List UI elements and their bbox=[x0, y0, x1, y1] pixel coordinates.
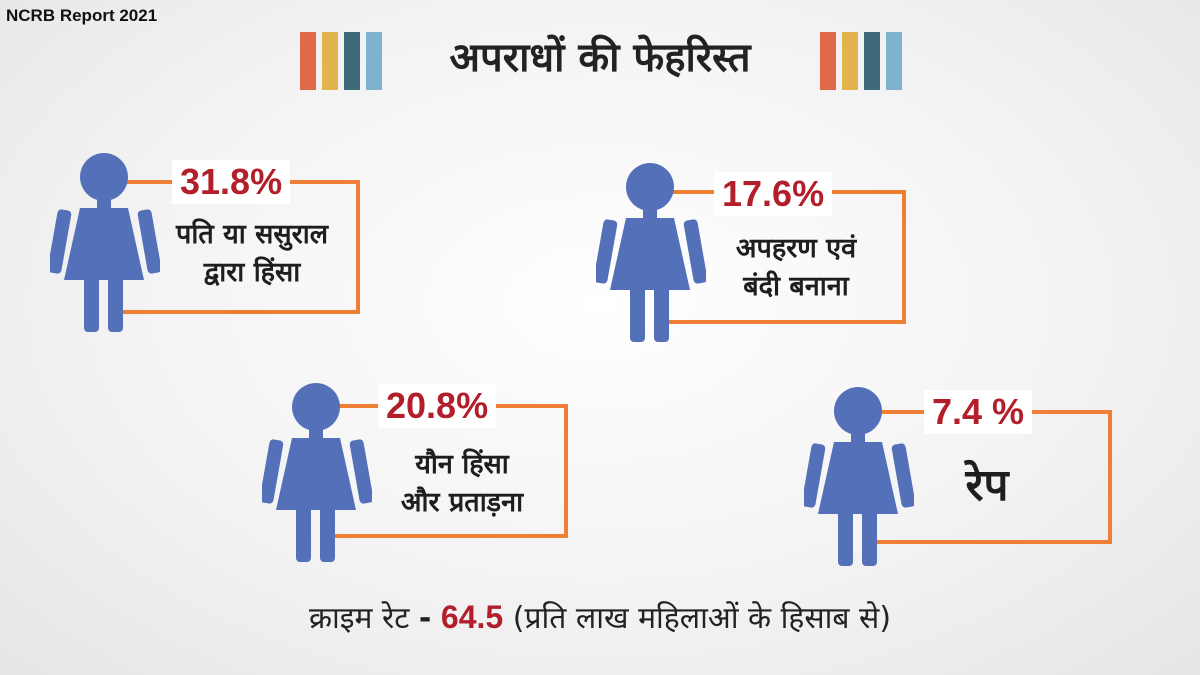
stat-card-kidnapping: 17.6% अपहरण एवं बंदी बनाना bbox=[596, 160, 916, 350]
stat-card-rape: 7.4 % रेप bbox=[804, 384, 1124, 574]
stat-label-line-1: रेप bbox=[965, 460, 1009, 511]
percent-value: 17.6% bbox=[714, 172, 833, 216]
bar-3 bbox=[344, 32, 360, 90]
percent-value: 20.8% bbox=[378, 384, 497, 428]
footer-dash: - bbox=[418, 601, 432, 636]
bar-1 bbox=[820, 32, 836, 90]
stat-label: अपहरण एवं बंदी बनाना bbox=[690, 230, 902, 306]
percent-value: 31.8% bbox=[172, 160, 291, 204]
woman-icon bbox=[596, 163, 706, 342]
bar-3 bbox=[864, 32, 880, 90]
source-label: NCRB Report 2021 bbox=[6, 6, 158, 25]
stat-card-sexual-harassment: 20.8% यौन हिंसा और प्रताड़ना bbox=[262, 380, 582, 570]
crime-rate-footer: क्राइम रेट - 64.5 (प्रति लाख महिलाओं के … bbox=[0, 596, 1200, 637]
woman-icon bbox=[50, 153, 160, 332]
percent-value: 7.4 % bbox=[924, 390, 1033, 434]
footer-suffix: (प्रति लाख महिलाओं के हिसाब से) bbox=[512, 601, 892, 636]
stat-label: पति या ससुराल द्वारा हिंसा bbox=[146, 216, 358, 292]
footer-prefix: क्राइम रेट bbox=[308, 601, 410, 636]
bar-4 bbox=[366, 32, 382, 90]
stat-label-line-2: बंदी बनाना bbox=[743, 271, 849, 302]
bar-2 bbox=[842, 32, 858, 90]
stat-label: रेप bbox=[902, 458, 1072, 514]
woman-icon bbox=[804, 387, 914, 566]
crime-rate-value: 64.5 bbox=[440, 599, 504, 635]
stat-label-line-2: द्वारा हिंसा bbox=[203, 257, 301, 288]
bar-2 bbox=[322, 32, 338, 90]
bar-1 bbox=[300, 32, 316, 90]
bar-4 bbox=[886, 32, 902, 90]
decorative-bars-right bbox=[820, 32, 902, 90]
stat-label-line-1: यौन हिंसा bbox=[415, 449, 509, 480]
decorative-bars-left bbox=[300, 32, 382, 90]
woman-icon bbox=[262, 383, 372, 562]
stat-card-domestic-violence: 31.8% पति या ससुराल द्वारा हिंसा bbox=[50, 150, 370, 340]
stat-label-line-1: पति या ससुराल bbox=[175, 219, 329, 250]
stat-label: यौन हिंसा और प्रताड़ना bbox=[356, 446, 568, 522]
stat-label-line-1: अपहरण एवं bbox=[735, 233, 857, 264]
page-title: अपराधों की फेहरिस्त bbox=[449, 35, 751, 81]
title-area: अपराधों की फेहरिस्त bbox=[0, 26, 1200, 96]
stat-label-line-2: और प्रताड़ना bbox=[400, 487, 524, 518]
